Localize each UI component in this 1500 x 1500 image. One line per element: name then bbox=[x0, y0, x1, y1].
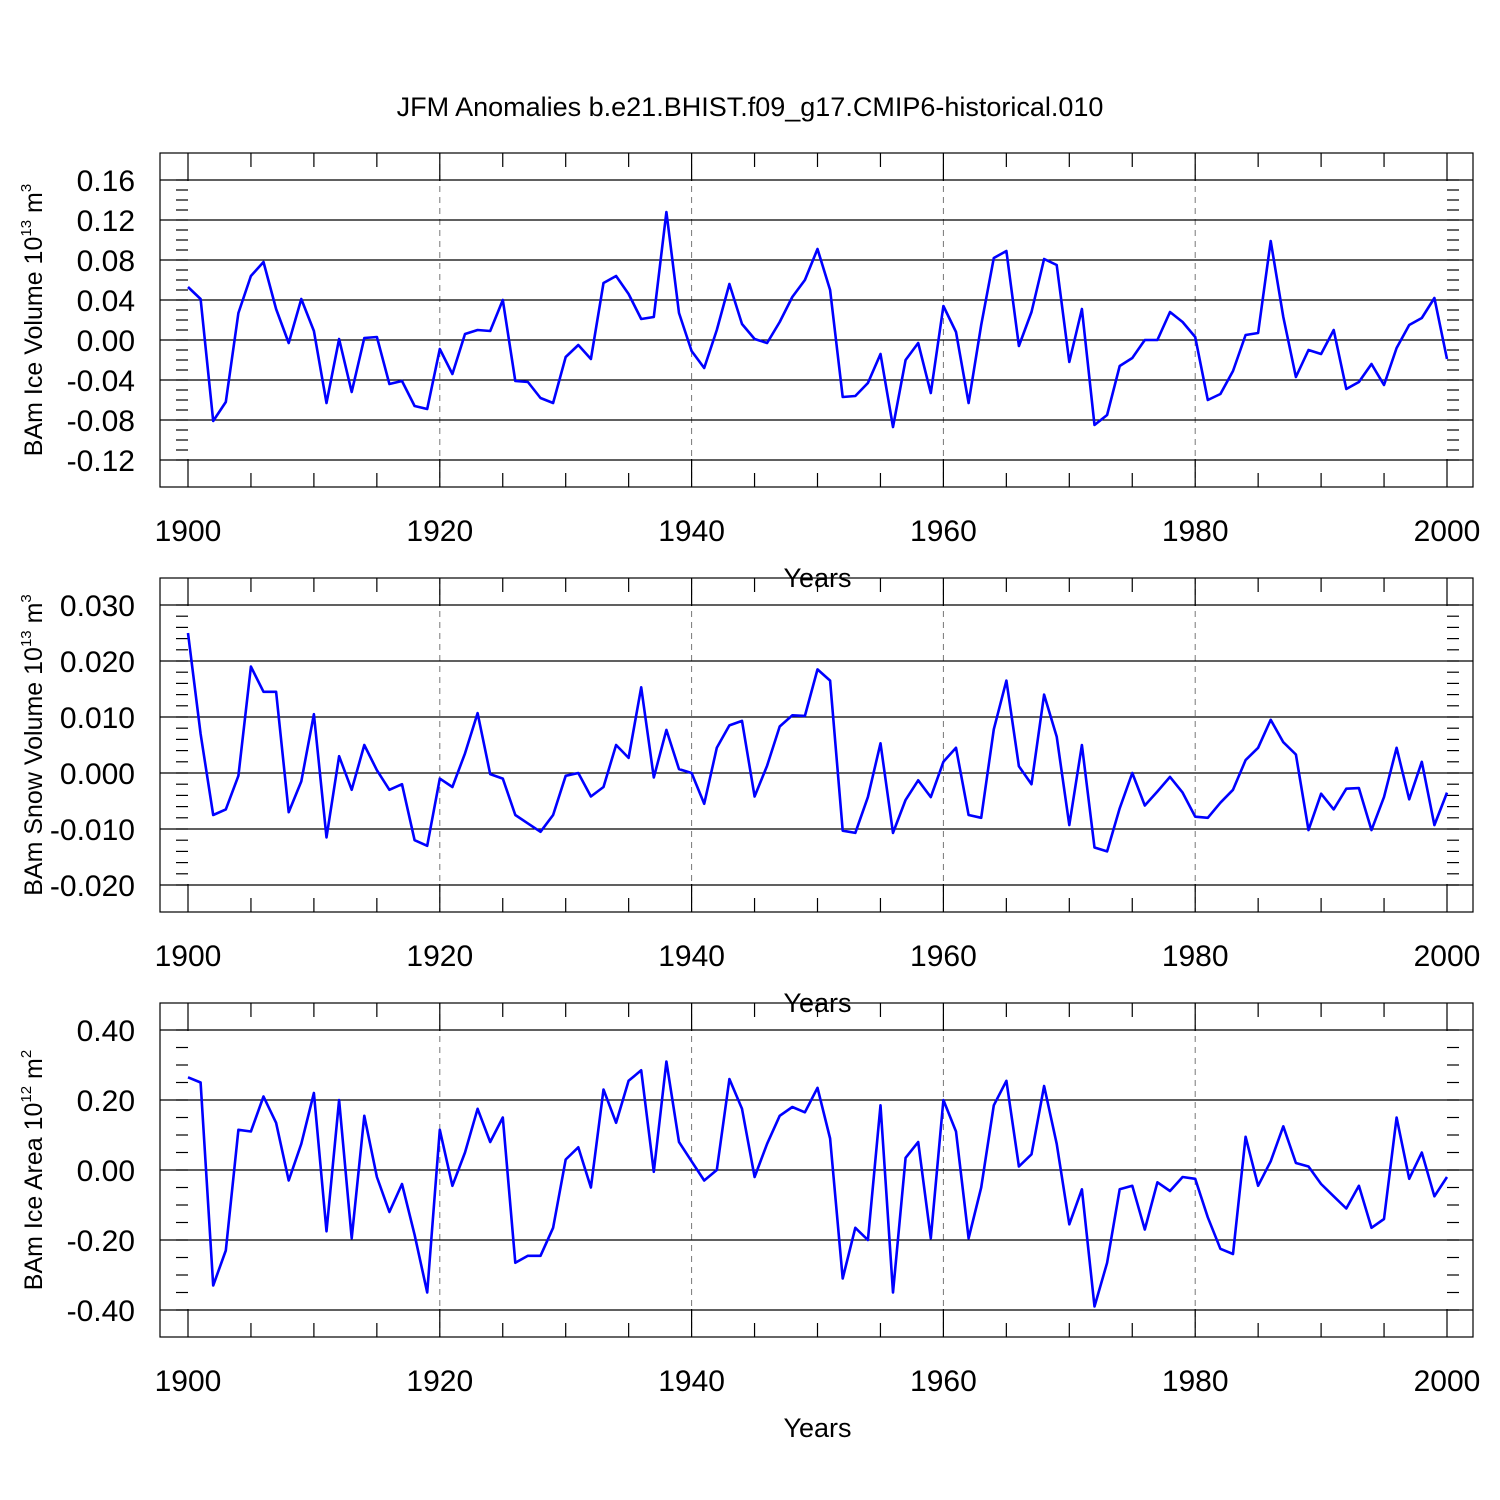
x-tick-label: 2000 bbox=[1414, 1365, 1481, 1398]
y-tick-label: -0.010 bbox=[50, 814, 135, 847]
series-line bbox=[187, 1060, 1449, 1308]
x-tick-label: 1920 bbox=[406, 515, 473, 548]
panels: -0.12 -0.08 -0.04 0.00 0.04 0.08 0.12 0.16 1900 1… bbox=[18, 152, 1481, 1443]
series-line bbox=[187, 210, 1449, 429]
y-tick-label: -0.020 bbox=[50, 870, 135, 903]
y-tick-label: 0.000 bbox=[60, 758, 135, 791]
x-tick-label: 1980 bbox=[1162, 940, 1229, 973]
y-axis-label-unit-exponent: 2 bbox=[18, 1050, 35, 1058]
y-tick-label: 0.08 bbox=[77, 245, 135, 278]
y-tick-label: 0.40 bbox=[77, 1015, 135, 1048]
y-tick-label: 0.010 bbox=[60, 702, 135, 735]
y-tick-label: 0.00 bbox=[77, 325, 135, 358]
x-tick-label: 1900 bbox=[155, 1365, 222, 1398]
y-axis-label-unit-exponent: 3 bbox=[18, 594, 35, 602]
y-tick-label: 0.20 bbox=[77, 1085, 135, 1118]
y-tick-label: -0.04 bbox=[67, 365, 135, 398]
x-tick-label: 1960 bbox=[910, 1365, 977, 1398]
x-tick-label: 1960 bbox=[910, 940, 977, 973]
y-axis-label-unit: m bbox=[20, 603, 48, 631]
y-axis-label: BAm Snow Volume 1013 m3 bbox=[18, 594, 48, 896]
x-tick-label: 1900 bbox=[155, 515, 222, 548]
y-axis-label-unit-exponent: 3 bbox=[18, 184, 35, 192]
y-axis-label-text: BAm Ice Volume 10 bbox=[20, 237, 48, 457]
x-tick-label: 1940 bbox=[658, 1365, 725, 1398]
x-tick-label: 1960 bbox=[910, 515, 977, 548]
y-tick-label: -0.20 bbox=[67, 1225, 135, 1258]
y-axis-label-exponent: 13 bbox=[18, 220, 35, 237]
y-tick-label: -0.12 bbox=[67, 445, 135, 478]
plot-frame bbox=[159, 152, 1474, 488]
y-tick-label: 0.020 bbox=[60, 646, 135, 679]
plot-frame bbox=[159, 577, 1474, 913]
y-tick-label: 0.00 bbox=[77, 1155, 135, 1188]
chart-panel-1: -0.12 -0.08 -0.04 0.00 0.04 0.08 0.12 0.16 1900 1… bbox=[18, 152, 1481, 593]
x-tick-label: 1920 bbox=[406, 1365, 473, 1398]
y-tick-label: 0.12 bbox=[77, 205, 135, 238]
y-tick-label: -0.08 bbox=[67, 405, 135, 438]
x-tick-label: 1940 bbox=[658, 940, 725, 973]
x-axis-label: Years bbox=[783, 1413, 851, 1443]
chart-panel-3: -0.40 -0.20 0.00 0.20 0.40 1900 1920 1940 1960 19… bbox=[18, 1002, 1481, 1443]
series-line bbox=[186, 632, 1449, 853]
x-tick-label: 1980 bbox=[1162, 1365, 1229, 1398]
x-tick-label: 1940 bbox=[658, 515, 725, 548]
y-tick-label: 0.04 bbox=[77, 285, 135, 318]
y-tick-label: 0.030 bbox=[60, 590, 135, 623]
y-axis-label-text: BAm Snow Volume 10 bbox=[20, 647, 48, 896]
y-axis-label: BAm Ice Volume 1013 m3 bbox=[18, 184, 48, 456]
x-tick-label: 1900 bbox=[155, 940, 222, 973]
y-axis-label-exponent: 13 bbox=[18, 630, 35, 647]
y-tick-label: -0.40 bbox=[67, 1295, 135, 1328]
y-axis-label-text: BAm Ice Area 10 bbox=[20, 1103, 48, 1291]
x-tick-label: 1920 bbox=[406, 940, 473, 973]
x-tick-label: 2000 bbox=[1414, 515, 1481, 548]
figure-title: JFM Anomalies b.e21.BHIST.f09_g17.CMIP6-… bbox=[397, 92, 1104, 122]
y-axis-label-unit: m bbox=[20, 1058, 48, 1086]
y-tick-label: 0.16 bbox=[77, 165, 135, 198]
x-tick-label: 2000 bbox=[1414, 940, 1481, 973]
y-axis-label-unit: m bbox=[20, 192, 48, 220]
y-axis-label-exponent: 12 bbox=[18, 1086, 35, 1103]
chart-panel-2: -0.020 -0.010 0.000 0.010 0.020 0.030 1900 1920… bbox=[18, 577, 1481, 1018]
y-axis-label: BAm Ice Area 1012 m2 bbox=[18, 1050, 48, 1290]
x-tick-label: 1980 bbox=[1162, 515, 1229, 548]
